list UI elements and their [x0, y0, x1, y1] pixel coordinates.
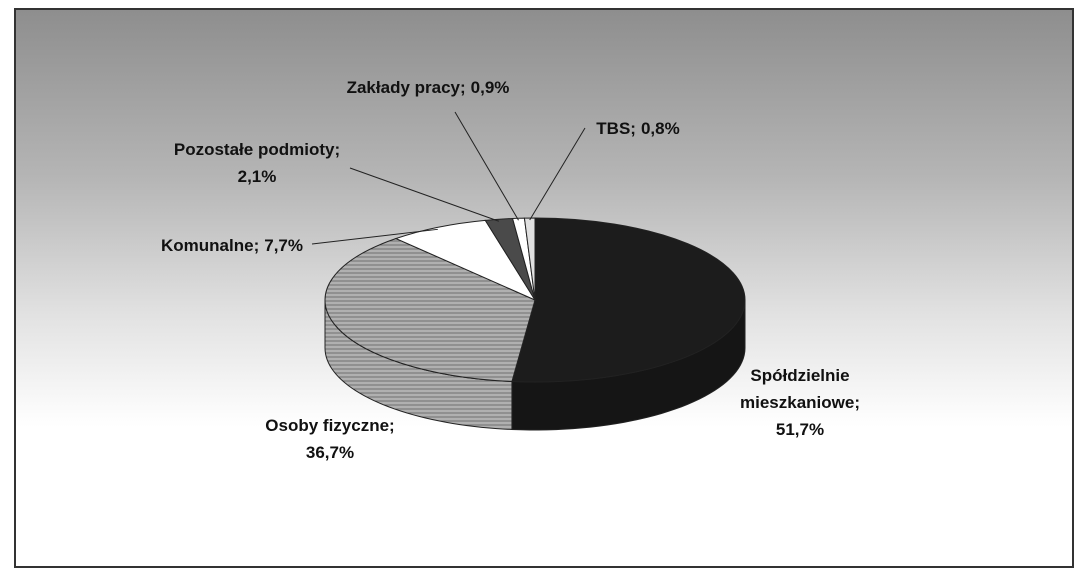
value-label: 7,7%: [264, 236, 303, 255]
data-label: Spółdzielnie mieszkaniowe; 51,7%: [725, 362, 875, 443]
data-label: Osoby fizyczne; 36,7%: [220, 412, 440, 466]
category-label: TBS;: [596, 119, 636, 138]
slice: [394, 219, 537, 302]
slice: [511, 217, 746, 383]
leader-line: [529, 127, 586, 221]
slice: [523, 217, 536, 301]
category-label: Pozostałe podmioty;: [173, 140, 341, 159]
leader-line: [349, 167, 500, 222]
category-label: Zakłady pracy;: [346, 78, 466, 97]
value-label: 51,7%: [775, 420, 825, 439]
data-label: Pozostałe podmioty; 2,1%: [142, 136, 372, 190]
category-label: Osoby fizyczne;: [265, 416, 395, 435]
data-label: Komunalne; 7,7%: [161, 232, 303, 259]
leader-line: [454, 111, 519, 221]
leader-line: [311, 228, 438, 245]
data-label: TBS; 0,8%: [596, 115, 679, 142]
value-label: 36,7%: [305, 443, 355, 462]
category-label: Komunalne;: [161, 236, 260, 255]
category-label: Spółdzielnie mieszkaniowe;: [740, 366, 860, 412]
data-label: Zakłady pracy; 0,9%: [347, 74, 510, 101]
value-label: 0,8%: [640, 119, 680, 138]
slice: [324, 237, 536, 383]
value-label: 2,1%: [237, 167, 277, 186]
value-label: 0,9%: [470, 78, 510, 97]
